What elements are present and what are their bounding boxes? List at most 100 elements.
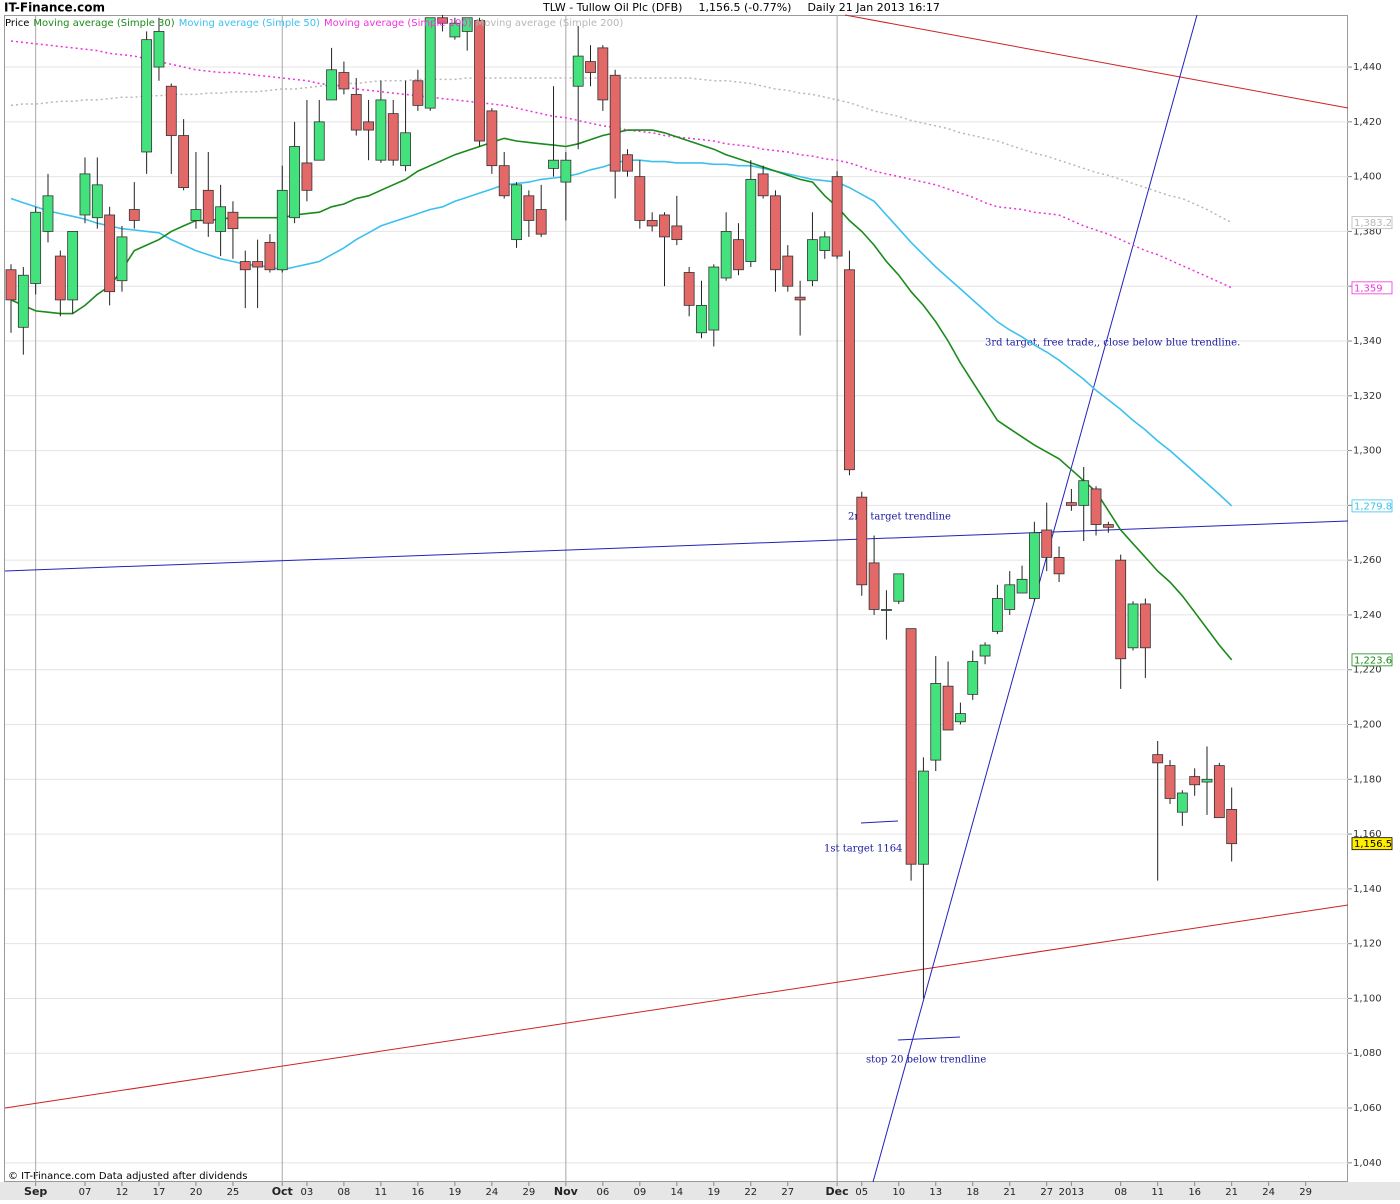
candle-body: [30, 211, 42, 284]
candle-body: [67, 231, 79, 301]
candle-body: [5, 269, 17, 301]
candle-body: [1201, 778, 1213, 783]
x-tick-label: 06: [596, 1187, 609, 1198]
candle-body: [831, 176, 843, 257]
candle-body: [91, 184, 103, 219]
candle-body: [720, 231, 732, 279]
x-tick-label: 24: [1262, 1187, 1275, 1198]
candle-body: [178, 135, 190, 188]
value-tag: [1351, 499, 1393, 513]
candle-body: [1139, 603, 1151, 649]
candle-body: [375, 99, 387, 161]
candle-body: [745, 178, 757, 262]
candle-body: [424, 17, 436, 109]
x-axis-band: [0, 1182, 1400, 1200]
value-tag: [1351, 653, 1393, 667]
x-tick-label: 11: [1151, 1187, 1164, 1198]
x-tick-label: 29: [1299, 1187, 1312, 1198]
y-tick-label: 1,300: [1353, 446, 1382, 457]
x-tick-label: 21: [1225, 1187, 1238, 1198]
x-tick-label: 27: [781, 1187, 794, 1198]
candle-body: [1090, 488, 1102, 525]
candle-body: [276, 189, 288, 271]
y-tick-label: 1,040: [1353, 1158, 1382, 1169]
candle-body: [1189, 776, 1201, 786]
y-tick-label: 1,440: [1353, 62, 1382, 73]
x-tick-label: 12: [116, 1187, 129, 1198]
candle-body: [313, 121, 325, 161]
candle-body: [42, 195, 54, 232]
candle-body: [757, 173, 769, 197]
x-tick-label: Dec: [826, 1185, 849, 1198]
candle-body: [646, 220, 658, 227]
candle-body: [511, 184, 522, 241]
x-tick-label: 21: [1003, 1187, 1016, 1198]
candle-body: [560, 159, 572, 183]
candle-body: [683, 272, 695, 306]
x-tick-label: Sep: [24, 1185, 47, 1198]
quote: 1,156.5 (-0.77%): [698, 1, 791, 14]
candle-body: [387, 113, 399, 161]
value-tag-label: 1,223.6: [1354, 655, 1392, 666]
footer: © IT-Finance.com Data adjusted after div…: [8, 1171, 247, 1182]
candle-body: [153, 31, 165, 68]
y-tick-label: 1,100: [1353, 993, 1382, 1004]
candle-body: [1065, 502, 1077, 506]
x-tick-label: 20: [190, 1187, 203, 1198]
x-tick-label: 22: [744, 1187, 757, 1198]
y-tick-label: 1,160: [1353, 829, 1382, 840]
candle-body: [412, 80, 424, 106]
y-tick-label: 1,260: [1353, 555, 1382, 566]
y-tick-label: 1,120: [1353, 939, 1382, 950]
candle-body: [733, 239, 744, 271]
x-tick-label: 27: [1040, 1187, 1053, 1198]
candle-body: [486, 110, 498, 167]
candle-body: [1028, 532, 1040, 599]
value-tag: [1351, 281, 1393, 295]
candle-body: [856, 496, 868, 586]
candle-body: [659, 214, 670, 238]
target-line: [860, 820, 899, 824]
y-tick-label: 1,400: [1353, 172, 1382, 183]
candle-body: [905, 628, 917, 865]
candle-body: [1102, 524, 1114, 528]
candle-body: [770, 195, 781, 271]
candle-body: [289, 146, 300, 219]
annotation: stop 20 below trendline: [866, 1055, 986, 1066]
candle-body: [572, 55, 584, 87]
candle-body: [104, 214, 116, 293]
trendline: [4, 520, 1349, 572]
candle-body: [141, 39, 153, 153]
x-tick-label: 14: [670, 1187, 683, 1198]
candle-body: [807, 239, 818, 282]
candle-body: [671, 225, 683, 241]
x-tick-label: Oct: [272, 1185, 293, 1198]
value-tag: [1351, 216, 1393, 230]
moving-average-line: [10, 129, 1233, 661]
x-tick-label: 07: [79, 1187, 92, 1198]
candle-body: [819, 236, 831, 251]
candle-body: [1127, 603, 1139, 649]
legend-entry: Moving average (Simple 30): [33, 18, 174, 29]
candle-body: [17, 274, 29, 328]
candle-body: [1226, 809, 1238, 845]
y-tick-label: 1,340: [1353, 336, 1382, 347]
candle-body: [239, 261, 251, 271]
x-tick-label: 03: [301, 1187, 314, 1198]
candle-body: [942, 685, 954, 731]
y-tick-label: 1,320: [1353, 391, 1382, 402]
x-tick-label: 05: [855, 1187, 868, 1198]
x-tick-label: 11: [375, 1187, 388, 1198]
candle-body: [326, 69, 337, 101]
candle-body: [1004, 584, 1016, 610]
candle-body: [128, 209, 140, 221]
candle-body: [1016, 578, 1028, 594]
candle-body: [165, 85, 177, 136]
annotation: 2nd target trendline: [848, 512, 951, 523]
y-tick-label: 1,240: [1353, 610, 1382, 621]
candle-body: [609, 74, 621, 172]
y-tick-label: 1,200: [1353, 720, 1382, 731]
candle-body: [449, 22, 461, 38]
